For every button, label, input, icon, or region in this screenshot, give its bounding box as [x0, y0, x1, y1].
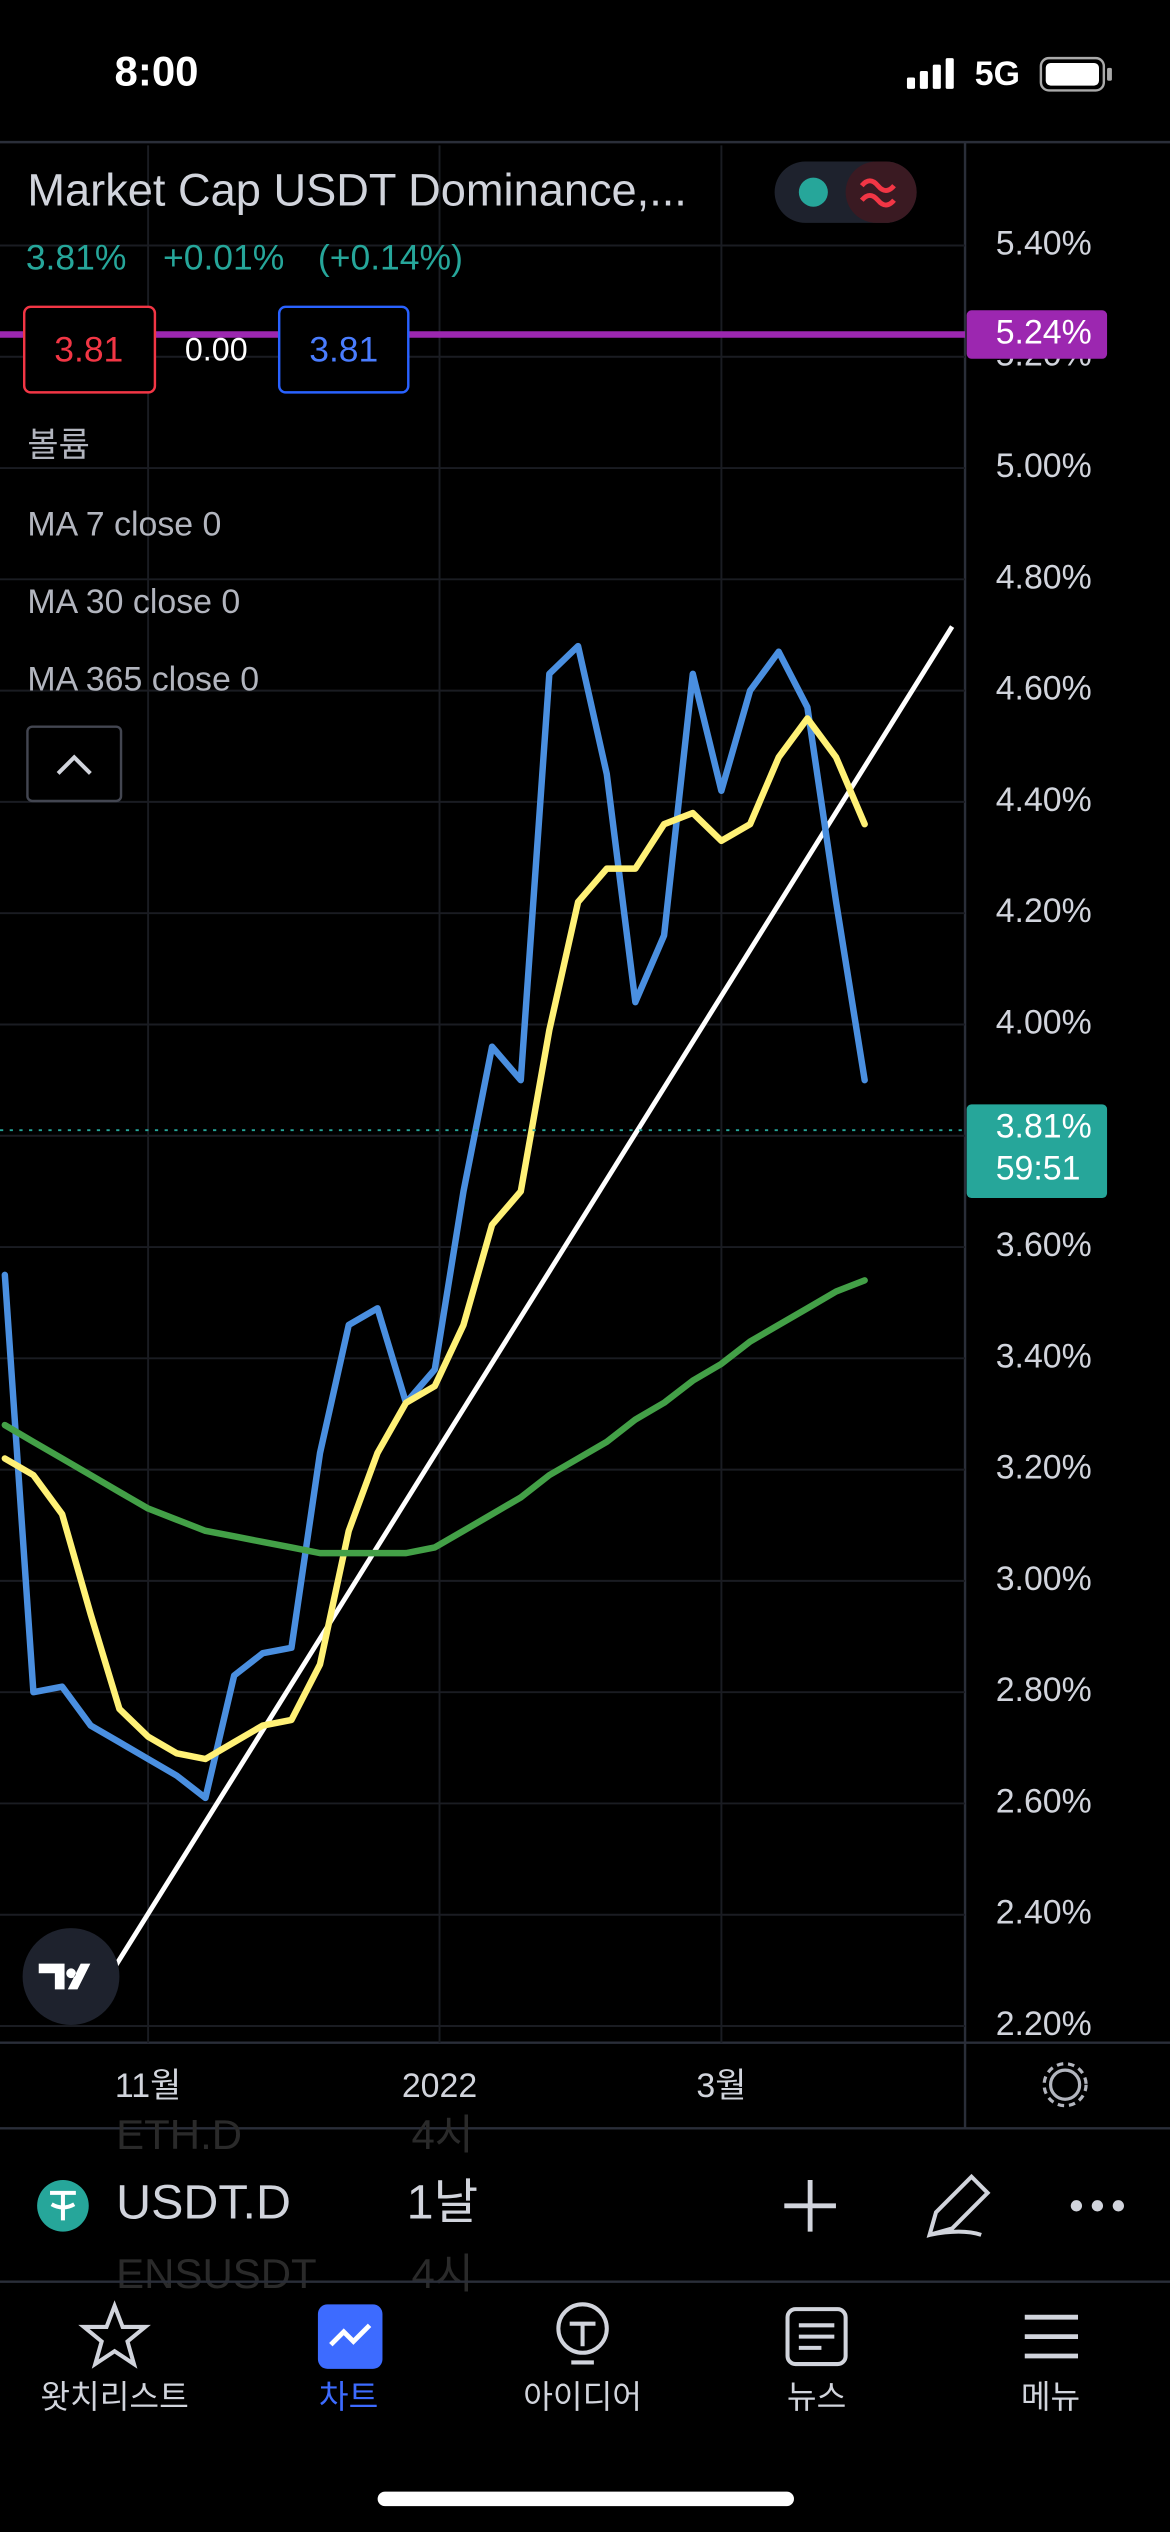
watchlist-icon [78, 2300, 151, 2369]
list-symbol: ETH.D [116, 2111, 242, 2158]
approx-icon [859, 178, 896, 208]
news-icon [785, 2307, 848, 2367]
ask: 3.81 [309, 329, 378, 369]
y-tick-label: 5.40% [996, 224, 1092, 262]
plot [0, 331, 966, 1802]
y-tick-label: 2.80% [996, 1671, 1092, 1709]
home-indicator [377, 2491, 794, 2507]
add-icon[interactable] [784, 2179, 836, 2232]
battery-icon [1039, 56, 1112, 92]
legend-entry: MA 30 close 0 [27, 583, 240, 621]
y-tick-label: 4.60% [996, 670, 1092, 708]
tab-label[interactable]: 차트 [319, 2379, 378, 2415]
clock: 8:00 [115, 47, 199, 94]
status-dot [798, 177, 828, 207]
y-tick-label: 2.60% [996, 1782, 1092, 1820]
interval[interactable]: 1날 [407, 2176, 478, 2230]
y-tick-label: 4.80% [996, 558, 1092, 596]
bid: 3.81 [54, 329, 123, 369]
last-price: 3.81% [26, 237, 127, 277]
menu-icon [1024, 2314, 1079, 2359]
tab-label[interactable]: 메뉴 [1021, 2379, 1080, 2415]
x-tick-label: 2022 [402, 2067, 477, 2105]
y-tick-label: 3.60% [996, 1226, 1092, 1264]
price-label: 3.81% [996, 1108, 1092, 1146]
tab-label[interactable]: 뉴스 [787, 2379, 846, 2415]
ma-line [1, 715, 868, 1763]
chevron-icon [56, 754, 92, 775]
x-tick-label: 3월 [696, 2067, 746, 2105]
collapse-button[interactable] [26, 725, 123, 803]
y-tick-label: 4.20% [996, 892, 1092, 930]
price-axis: 2.20% 2.40% 2.60% 2.80% 3.00% 3.20% 3.40% 3.60%… [966, 224, 1108, 2043]
network: 5G [975, 55, 1020, 93]
more-icon[interactable] [1070, 2200, 1125, 2212]
time-axis: 11월 2022 3월 [115, 2067, 746, 2105]
y-tick-label: 2.40% [996, 1894, 1092, 1932]
draw-icon[interactable] [926, 2173, 991, 2238]
y-tick-label: 3.40% [996, 1337, 1092, 1375]
toggle-right [845, 161, 917, 223]
tab-label[interactable]: 왓치리스트 [40, 2379, 188, 2415]
ma-line [1, 1277, 868, 1557]
y-tick-label: 5.00% [996, 447, 1092, 485]
change-percent: (+0.14%) [318, 237, 463, 277]
buy-box[interactable] [277, 305, 410, 394]
symbol[interactable]: USDT.D [116, 2176, 291, 2230]
x-tick-label: 11월 [115, 2067, 181, 2105]
tether-glyph [50, 2190, 76, 2221]
grid [0, 145, 966, 2043]
legend-entry: MA 7 close 0 [27, 505, 221, 543]
spread: 0.00 [185, 332, 248, 368]
legend: MA 7 close 0 MA 30 close 0 MA 365 close 0 [27, 505, 259, 698]
price-label-bg [966, 310, 1108, 359]
countdown: 59:51 [996, 1150, 1081, 1188]
chart-icon [317, 2304, 383, 2369]
change: +0.01% [163, 237, 284, 277]
price-label-bg [966, 1104, 1108, 1199]
list-interval: 4시 [412, 2250, 474, 2297]
ma-line [1, 642, 868, 1802]
signal-icon [906, 58, 954, 89]
list-symbol: ENSUSDT [116, 2250, 316, 2297]
tab-bar: 왓치리스트 차트 아이디어 뉴스 메뉴 [40, 2300, 1080, 2415]
y-tick-label: 3.00% [996, 1560, 1092, 1598]
y-tick-label: 3.20% [996, 1449, 1092, 1487]
volume-legend: 볼륨 [27, 426, 89, 464]
trend-line [78, 625, 955, 2024]
price-label: 5.24% [996, 313, 1092, 351]
sell-box[interactable] [22, 305, 157, 394]
y-tick-label: 4.40% [996, 781, 1092, 819]
list-interval: 4시 [412, 2111, 474, 2158]
tab-label[interactable]: 아이디어 [523, 2379, 642, 2415]
symbol-title[interactable]: Market Cap USDT Dominance,... [27, 165, 686, 216]
logo [22, 1928, 120, 2025]
legend-entry: MA 365 close 0 [27, 660, 259, 698]
y-tick-label: 2.20% [996, 2005, 1092, 2043]
y-tick-label: 4.00% [996, 1003, 1092, 1041]
ideas-icon [556, 2302, 609, 2365]
